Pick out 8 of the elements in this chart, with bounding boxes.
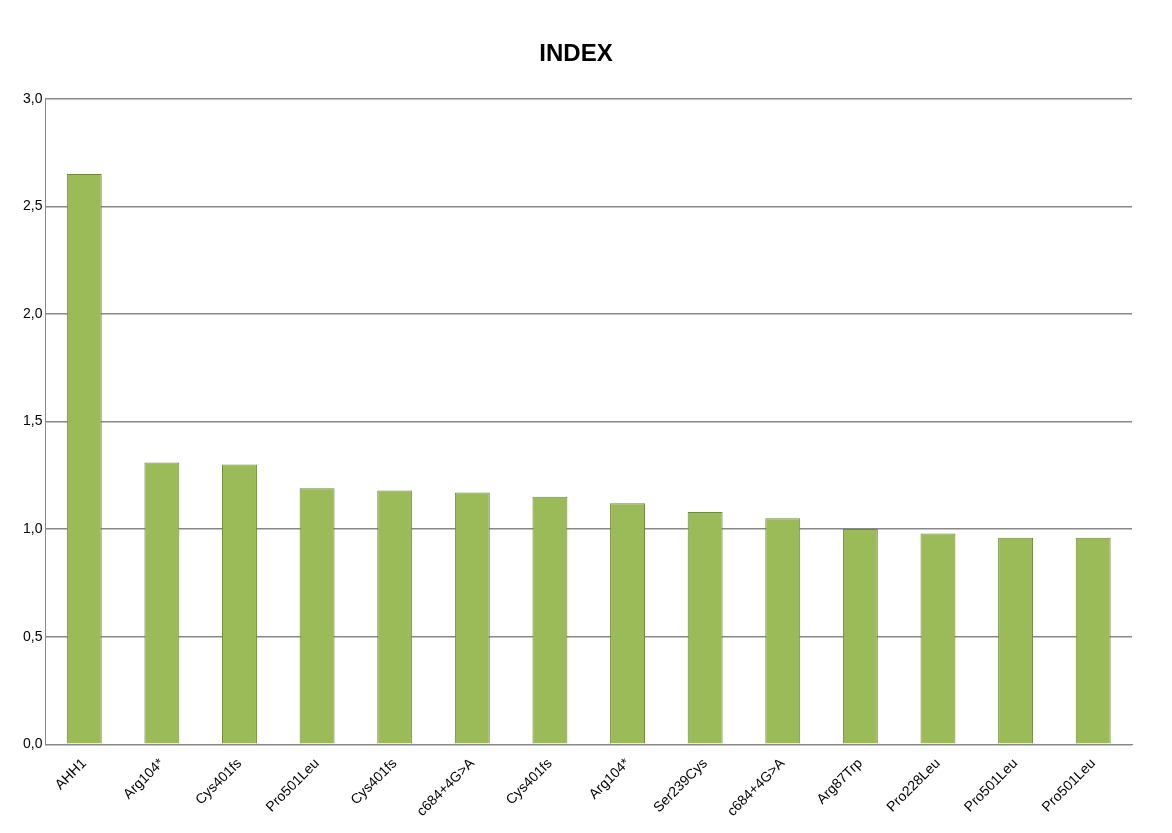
y-tick-label: 1,0 <box>22 519 43 536</box>
y-tick-label: 2,0 <box>22 304 43 321</box>
y-tick-label: 0,0 <box>22 735 43 752</box>
chart-title: INDEX <box>539 39 613 67</box>
y-tick-label: 3,0 <box>22 89 43 106</box>
y-tick-label: 2,5 <box>22 197 43 214</box>
y-tick-label: 1,5 <box>22 412 43 429</box>
y-tick-label: 0,5 <box>22 627 43 644</box>
